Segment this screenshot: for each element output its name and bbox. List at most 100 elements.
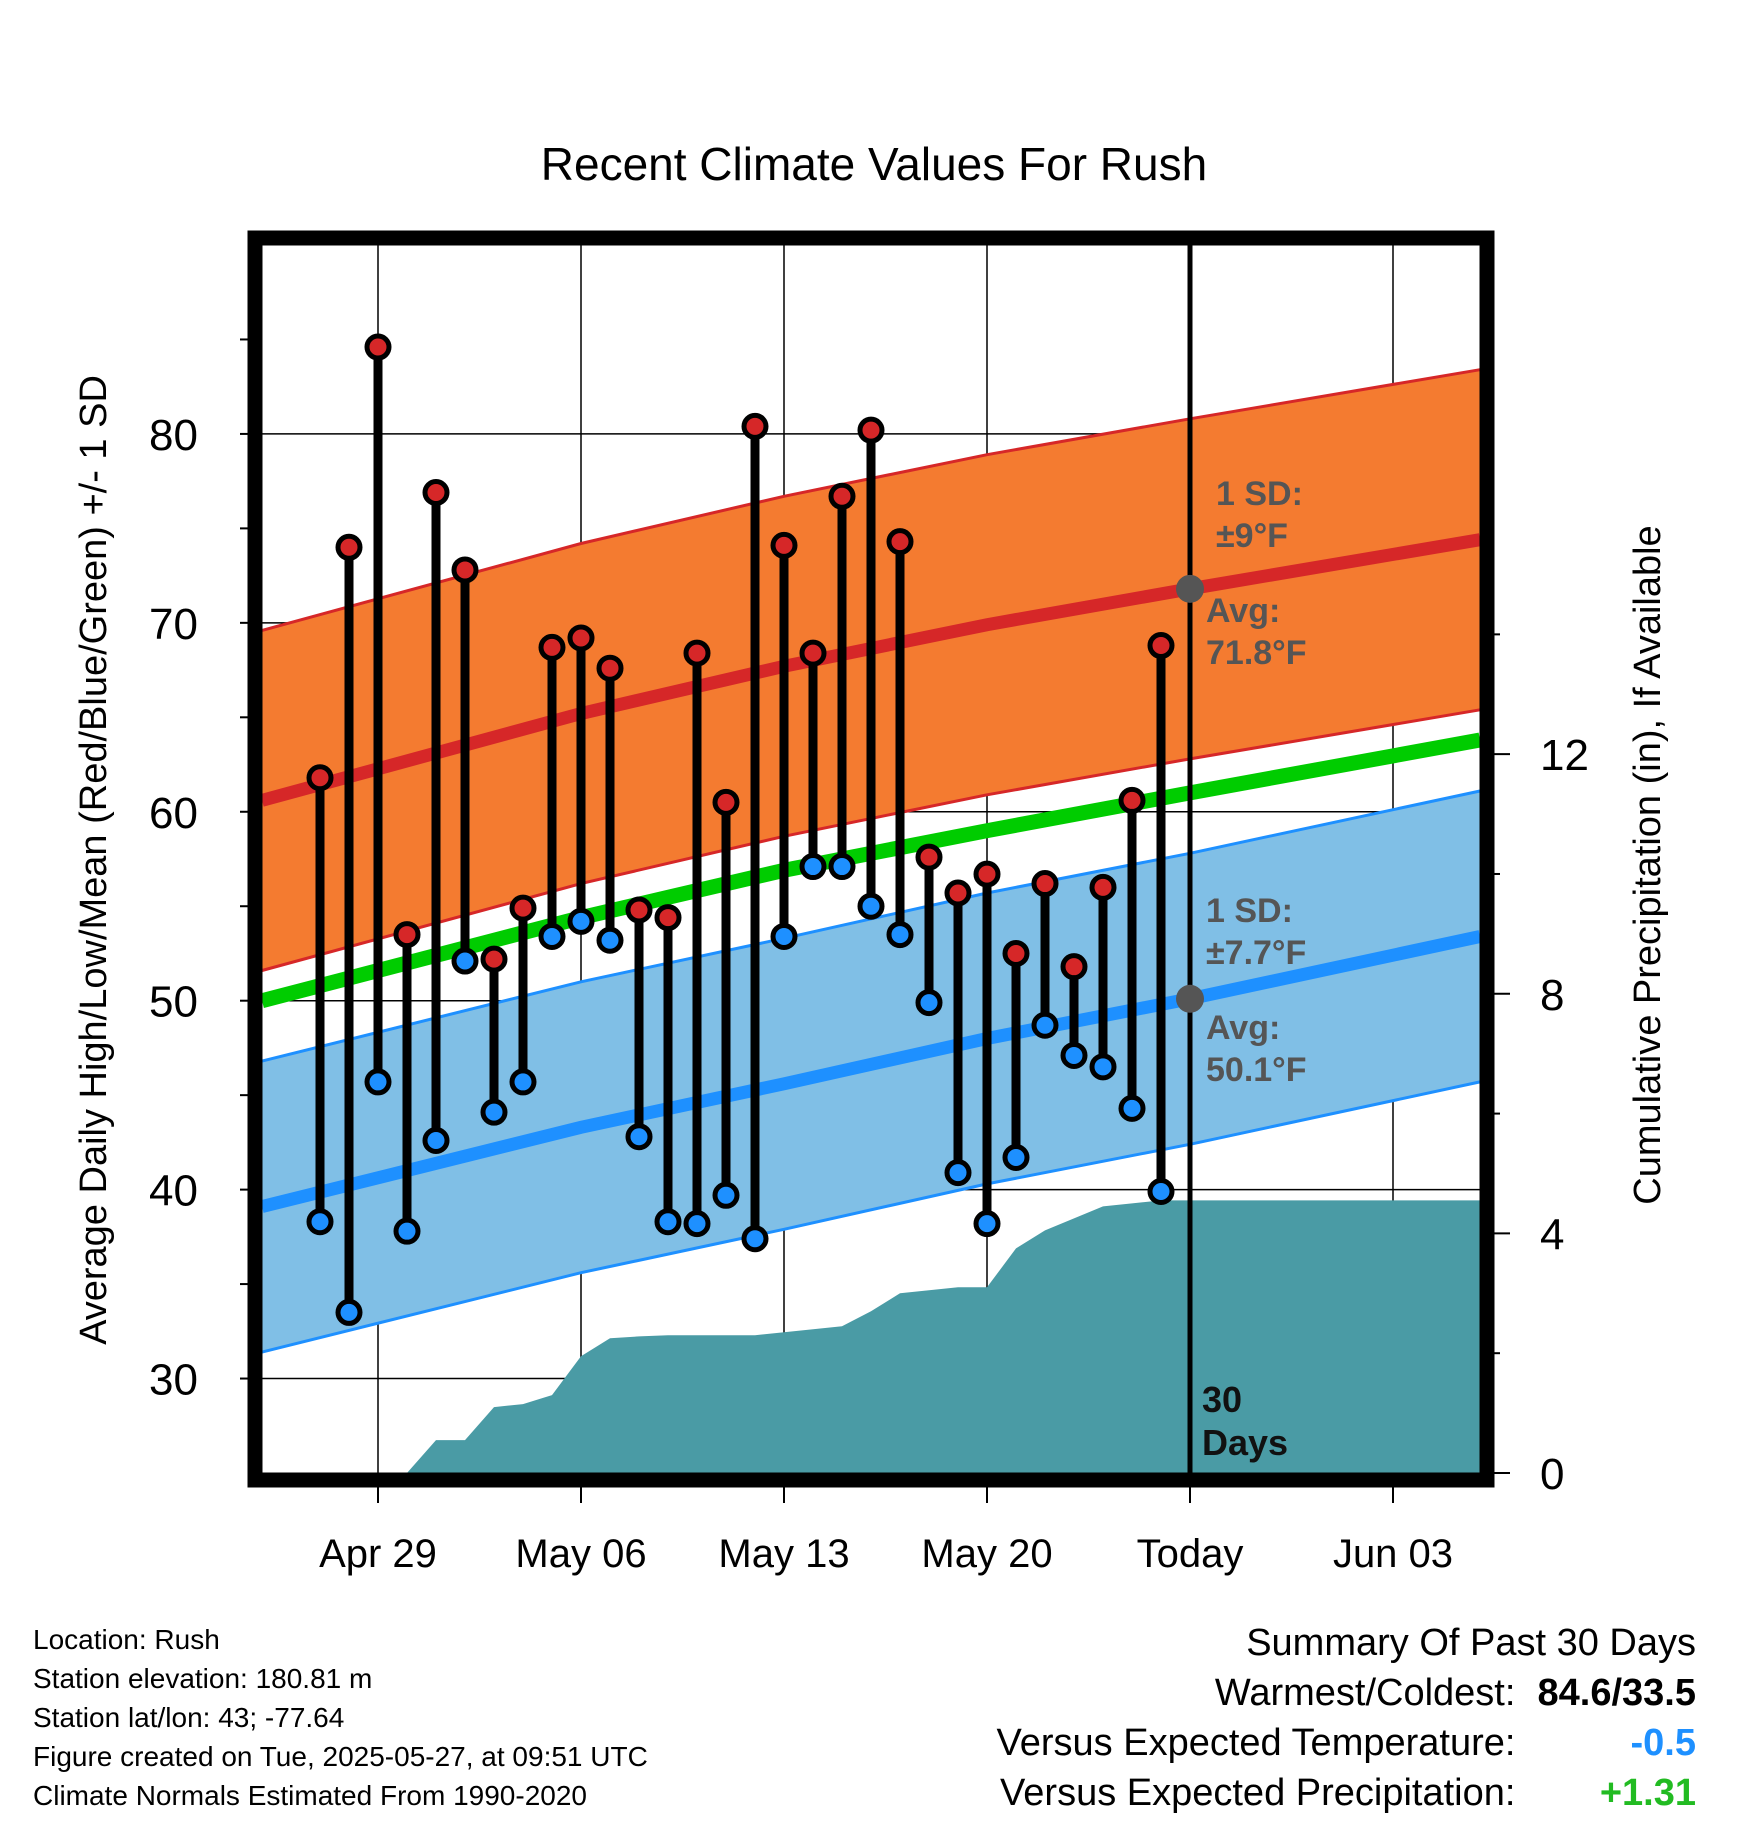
summary-precip-value: +1.31	[1599, 1772, 1696, 1814]
info-latlon: Station lat/lon: 43; -77.64	[33, 1702, 345, 1733]
summary-precip-row: Versus Expected Precipitation: +1.31	[997, 1768, 1696, 1818]
daily-low-point	[1060, 1041, 1088, 1069]
info-created: Figure created on Tue, 2025-05-27, at 09…	[33, 1741, 648, 1772]
daily-high-point	[335, 533, 363, 561]
daily-low-point	[480, 1098, 508, 1126]
normal-high-line	[260, 533, 1482, 807]
summary-precip-label: Versus Expected Precipitation:	[1000, 1772, 1516, 1814]
daily-high-point	[828, 482, 856, 510]
high-sd-band-upper-edge	[261, 368, 1481, 632]
daily-low-point	[944, 1159, 972, 1187]
summary-temp-row: Versus Expected Temperature: -0.5	[997, 1718, 1696, 1768]
daily-high-point	[799, 639, 827, 667]
daily-low-point	[451, 947, 479, 975]
daily-low-point	[828, 853, 856, 881]
daily-high-point	[306, 764, 334, 792]
daily-low-point	[1002, 1143, 1030, 1171]
chart-title: Recent Climate Values For Rush	[541, 138, 1207, 190]
low-sd-band	[262, 790, 1480, 1353]
today-days-label-line2: Days	[1202, 1422, 1288, 1463]
low-sd-band-lower-edge	[261, 1080, 1481, 1354]
daily-low-point	[538, 922, 566, 950]
daily-low-point	[770, 922, 798, 950]
daily-high-point	[1089, 873, 1117, 901]
summary-temp-value: -0.5	[1630, 1722, 1696, 1764]
low-avg-label-line1: Avg:	[1206, 1009, 1280, 1047]
daily-high-point	[451, 556, 479, 584]
summary-warm-cold-label: Warmest/Coldest:	[1214, 1672, 1516, 1714]
daily-high-point	[944, 879, 972, 907]
daily-low-point	[1089, 1053, 1117, 1081]
daily-range-sticks	[315, 347, 1166, 1313]
y-tick-label: 70	[149, 600, 198, 649]
daily-high-point	[973, 860, 1001, 888]
daily-low-point	[654, 1208, 682, 1236]
summary-panel: Summary Of Past 30 Days Warmest/Coldest:…	[997, 1618, 1696, 1818]
y-tick-label: 80	[149, 411, 198, 460]
high-avg-label-line1: Avg:	[1206, 592, 1280, 630]
daily-low-point	[915, 989, 943, 1017]
daily-high-point	[857, 416, 885, 444]
daily-high-point	[654, 904, 682, 932]
daily-low-point	[1147, 1178, 1175, 1206]
precip-cumulative-area	[378, 1200, 1480, 1473]
y-tick-label: 50	[149, 978, 198, 1027]
daily-low-point	[799, 853, 827, 881]
y-tick-label: 30	[149, 1356, 198, 1405]
daily-high-point	[1118, 786, 1146, 814]
station-info: Location: Rush Station elevation: 180.81…	[33, 1620, 648, 1815]
daily-high-point	[538, 633, 566, 661]
y-tick-label: 40	[149, 1167, 198, 1216]
x-tick-label: Jun 03	[1333, 1532, 1453, 1576]
high-sd-label-line2: ±9°F	[1216, 517, 1288, 555]
low-sd-label-line2: ±7.7°F	[1206, 934, 1306, 972]
daily-high-point	[741, 412, 769, 440]
daily-low-point	[683, 1210, 711, 1238]
daily-high-point	[567, 624, 595, 652]
daily-high-point	[393, 921, 421, 949]
precipitation-area	[378, 1200, 1480, 1473]
y2-axis-title: Cumulative Precipitation (in), If Availa…	[1627, 525, 1669, 1204]
daily-low-point	[886, 921, 914, 949]
plot-border	[247, 230, 1495, 1488]
daily-high-point	[509, 894, 537, 922]
daily-high-point	[1002, 939, 1030, 967]
daily-high-point	[712, 788, 740, 816]
summary-warm-cold-row: Warmest/Coldest: 84.6/33.5	[997, 1668, 1696, 1718]
y2-tick-label: 0	[1540, 1450, 1564, 1499]
low-avg-marker	[1176, 984, 1204, 1013]
y2-tick-label: 8	[1540, 971, 1564, 1020]
daily-low-point	[741, 1225, 769, 1253]
daily-high-point	[683, 639, 711, 667]
x-tick-label: May 20	[921, 1532, 1052, 1576]
y2-tick-label: 12	[1540, 731, 1589, 780]
x-tick-label: May 13	[718, 1532, 849, 1576]
high-avg-label-line2: 71.8°F	[1206, 634, 1307, 672]
daily-low-point	[1118, 1094, 1146, 1122]
daily-high-point	[1031, 870, 1059, 898]
summary-temp-label: Versus Expected Temperature:	[996, 1722, 1516, 1764]
high-avg-marker	[1176, 574, 1204, 603]
daily-low-point	[712, 1181, 740, 1209]
daily-high-point	[886, 528, 914, 556]
daily-low-point	[335, 1298, 363, 1326]
normal-mean-line	[260, 732, 1482, 1008]
annotations: 1 SD: ±9°F Avg: 71.8°F 1 SD: ±7.7°F Avg: 50.1°F…	[1176, 245, 1307, 1473]
daily-low-point	[567, 907, 595, 935]
y-axis-title: Average Daily High/Low/Mean (Red/Blue/Gr…	[73, 375, 115, 1345]
climate-chart: Recent Climate Values For Rush 1 SD: ±9°F…	[73, 138, 1669, 1576]
info-elevation: Station elevation: 180.81 m	[33, 1663, 373, 1694]
daily-high-point	[364, 333, 392, 361]
daily-high-point	[480, 945, 508, 973]
daily-high-point	[625, 896, 653, 924]
info-normals: Climate Normals Estimated From 1990-2020	[33, 1780, 587, 1811]
plot-frame	[247, 230, 1495, 1488]
x-tick-label: Apr 29	[319, 1532, 437, 1576]
daily-low-point	[973, 1210, 1001, 1238]
y2-tick-label: 4	[1540, 1210, 1564, 1259]
daily-low-point	[393, 1217, 421, 1245]
daily-low-point	[364, 1068, 392, 1096]
low-avg-label-line2: 50.1°F	[1206, 1051, 1307, 1089]
y-tick-label: 60	[149, 789, 198, 838]
x-tick-label: May 06	[515, 1532, 646, 1576]
